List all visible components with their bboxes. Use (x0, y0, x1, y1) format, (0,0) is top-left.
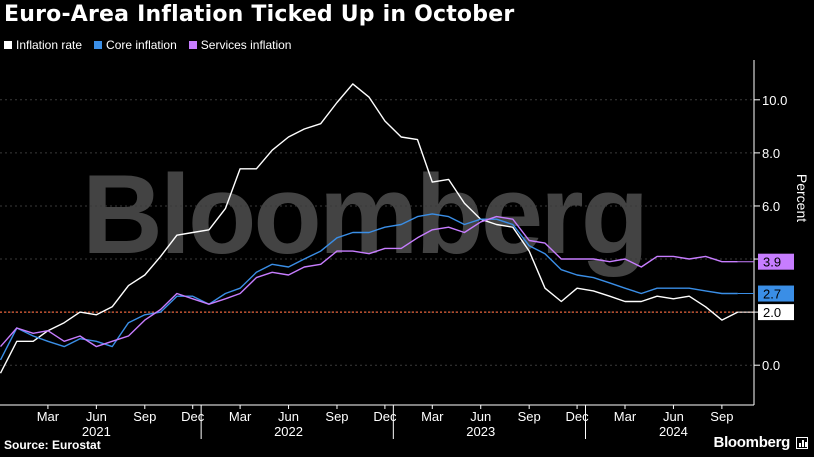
series-line-core-inflation (0, 213, 738, 361)
end-label-box-inflation-rate (758, 304, 794, 321)
end-label-inflation-rate: 2.0 (763, 305, 781, 320)
legend-item-inflation-rate: Inflation rate (4, 38, 82, 52)
axes: 0.02.04.06.08.010.0PercentMarJunSepDecMa… (0, 60, 810, 439)
legend-label: Inflation rate (16, 38, 83, 52)
legend: Inflation rate Core inflation Services i… (4, 38, 291, 52)
bloomberg-watermark: Bloomberg (82, 152, 649, 277)
x-tick-label: Mar (229, 409, 252, 424)
chart-title: Euro-Area Inflation Ticked Up in October (4, 2, 515, 27)
bloomberg-logo: Bloomberg (713, 434, 791, 451)
x-year-label: 2024 (659, 424, 688, 439)
x-tick-label: Jun (86, 409, 107, 424)
end-label-box-services-inflation (758, 253, 794, 270)
legend-swatch (188, 41, 197, 49)
end-label-services-inflation: 3.9 (763, 255, 781, 270)
series-line-inflation-rate (0, 83, 739, 374)
x-year-label: 2022 (274, 424, 303, 439)
series-line-services-inflation (0, 215, 738, 348)
y-tick-label: 8.0 (762, 146, 780, 161)
end-labels: 2.0 2.7 3.9 (737, 253, 794, 321)
x-year-label: 2021 (82, 424, 111, 439)
x-tick-label: Jun (278, 409, 299, 424)
end-label-core-inflation: 2.7 (763, 287, 781, 302)
grid-lines (0, 99, 754, 366)
y-tick-label: 10.0 (762, 93, 787, 108)
x-tick-label: Sep (518, 409, 541, 424)
source-note: Source: Eurostat (4, 438, 101, 452)
legend-item-services-inflation: Services inflation (188, 38, 292, 52)
x-tick-label: Sep (133, 409, 156, 424)
legend-item-core-inflation: Core inflation (94, 38, 177, 52)
series-layer (0, 83, 739, 374)
legend-label: Core inflation (106, 38, 177, 52)
y-axis-label: Percent (794, 174, 810, 222)
x-tick-label: Sep (325, 409, 348, 424)
x-tick-label: Dec (373, 409, 397, 424)
x-tick-label: Jun (663, 409, 684, 424)
x-tick-label: Mar (614, 409, 637, 424)
bar-chart-icon (796, 437, 808, 449)
x-tick-label: Jun (470, 409, 491, 424)
x-tick-label: Sep (710, 409, 733, 424)
legend-swatch (4, 41, 12, 49)
x-tick-label: Dec (566, 409, 590, 424)
x-tick-label: Mar (37, 409, 60, 424)
legend-label: Services inflation (200, 38, 292, 52)
end-label-box-core-inflation (758, 285, 794, 302)
legend-swatch (94, 41, 103, 49)
x-tick-label: Dec (181, 409, 205, 424)
y-tick-label: 0.0 (762, 358, 780, 373)
x-year-label: 2023 (466, 424, 495, 439)
y-tick-label: 6.0 (762, 199, 780, 214)
x-tick-label: Mar (421, 409, 444, 424)
